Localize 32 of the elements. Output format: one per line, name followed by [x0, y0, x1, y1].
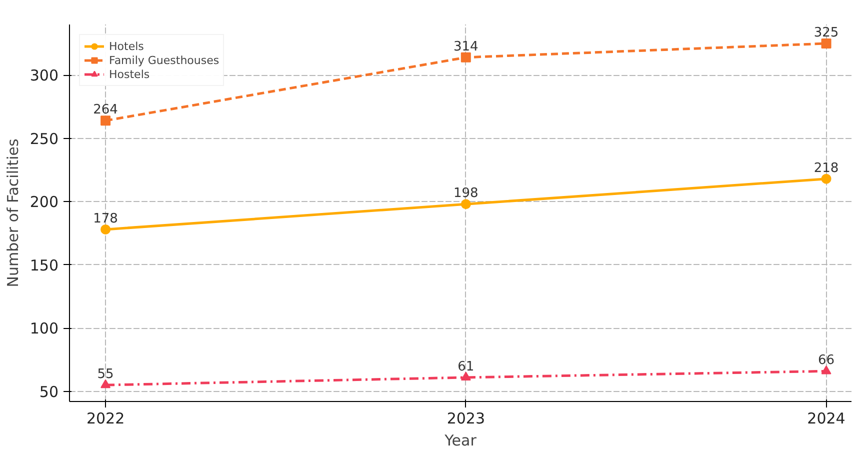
point [460, 52, 471, 62]
point [460, 372, 471, 381]
data-label: 325 [814, 25, 839, 40]
point [821, 38, 832, 48]
data-label: 198 [454, 186, 478, 202]
data-label: 178 [93, 211, 118, 226]
data-label: 314 [454, 39, 478, 54]
point [100, 224, 111, 234]
y-tick-label: 300 [30, 66, 59, 85]
point [821, 365, 832, 374]
data-label: 66 [818, 353, 835, 368]
y-axis-title: Number of Facilities [4, 138, 22, 288]
x-tick-label: 2022 [86, 410, 125, 428]
point [821, 174, 832, 184]
y-tick-label: 50 [39, 382, 59, 401]
data-label: 61 [458, 359, 474, 374]
data-label: 264 [93, 102, 118, 118]
y-tick-label: 200 [30, 193, 59, 212]
y-tick-label: 150 [30, 256, 59, 274]
point [100, 379, 111, 388]
legend-label: Family Guesthouses [109, 53, 220, 67]
x-axis-title: Year [444, 432, 478, 450]
legend-label: Hostels [109, 67, 150, 81]
point [100, 116, 111, 126]
point [460, 199, 471, 210]
x-tick-label: 2023 [446, 410, 486, 428]
y-tick-label: 250 [30, 130, 59, 148]
data-label: 55 [97, 367, 114, 382]
y-tick-label: 100 [30, 320, 59, 338]
x-tick-label: 2024 [807, 410, 846, 428]
data-label: 218 [814, 160, 839, 176]
legend-label: Hotels [109, 39, 144, 53]
